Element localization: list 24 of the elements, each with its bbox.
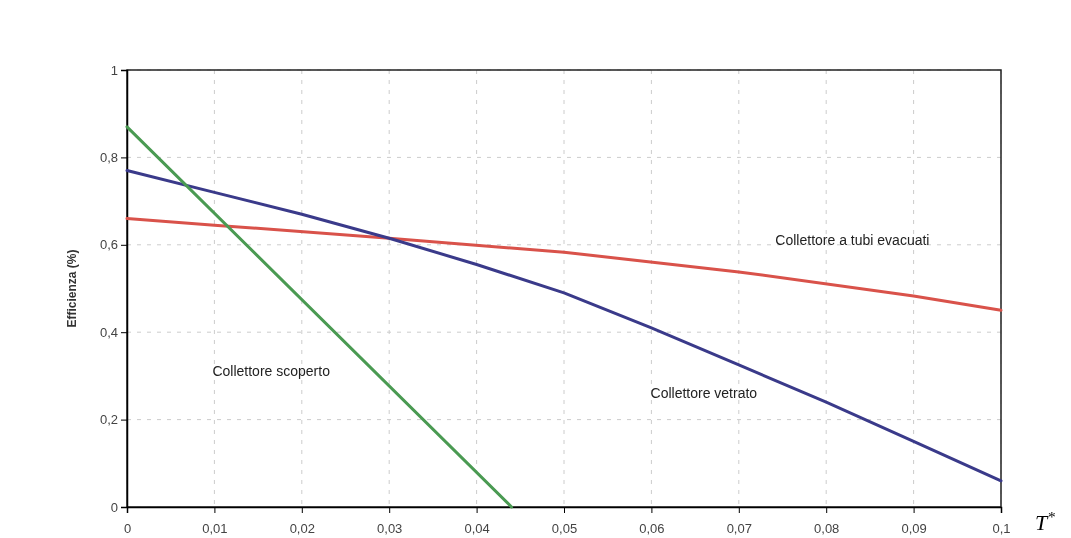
x-tick-label: 0,09 — [901, 520, 927, 536]
x-tick-label: 0,08 — [814, 520, 840, 536]
x-tick-label: 0,05 — [551, 520, 578, 536]
x-tick-label: 0,06 — [639, 520, 665, 536]
x-tick-label: 0,02 — [289, 520, 315, 536]
series-label: Collettore vetrato — [650, 384, 758, 401]
x-axis-title: T$^{*}$ — [1035, 507, 1056, 535]
x-tick-label: 0,1 — [992, 520, 1011, 536]
line-series — [125, 169, 1003, 483]
y-tick-label: 0 — [110, 499, 118, 515]
series-label: Collettore scoperto — [212, 362, 331, 379]
line-series — [125, 217, 1003, 312]
x-tick-label: 0,01 — [202, 520, 228, 536]
y-tick-label: 0,6 — [99, 237, 118, 253]
y-tick-label: 0,2 — [99, 412, 118, 428]
y-axis-title: Efficienza (%) — [65, 249, 79, 328]
x-tick-label: 0,03 — [377, 520, 403, 536]
y-tick-label: 0,8 — [99, 150, 118, 166]
x-tick-label: 0 — [123, 520, 132, 536]
y-tick-label: 0,4 — [99, 324, 118, 340]
text: Collettore a tubi evacuati — [775, 231, 930, 248]
x-tick-label: 0,04 — [464, 520, 490, 536]
y-tick-label: 1 — [110, 62, 118, 78]
x-tick-label: 0,07 — [726, 520, 752, 536]
